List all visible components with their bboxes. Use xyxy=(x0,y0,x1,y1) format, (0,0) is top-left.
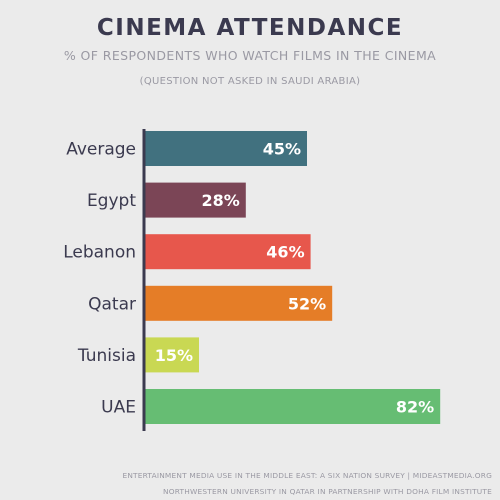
bar-uae xyxy=(145,389,441,424)
chart-title: CINEMA ATTENDANCE xyxy=(97,15,403,41)
footer-line-2: NORTHWESTERN UNIVERSITY IN QATAR IN PART… xyxy=(163,487,492,496)
chart-note: (QUESTION NOT ASKED IN SAUDI ARABIA) xyxy=(140,76,361,87)
category-label-egypt: Egypt xyxy=(87,191,136,211)
category-label-tunisia: Tunisia xyxy=(77,346,136,366)
data-label-lebanon: 46% xyxy=(266,243,304,262)
chart-subtitle: % OF RESPONDENTS WHO WATCH FILMS IN THE … xyxy=(64,48,436,63)
data-label-qatar: 52% xyxy=(288,294,326,313)
bar-qatar xyxy=(145,285,333,321)
data-label-egypt: 28% xyxy=(202,191,240,210)
data-label-uae: 82% xyxy=(396,398,434,417)
category-label-average: Average xyxy=(66,140,136,160)
bar-tunisia xyxy=(145,337,199,373)
data-label-tunisia: 15% xyxy=(155,346,193,365)
data-label-average: 45% xyxy=(263,140,301,159)
category-label-lebanon: Lebanon xyxy=(63,243,136,263)
bar-egypt xyxy=(145,182,246,218)
bars-group: Average 45% Egypt 28% Lebanon 46% Qatar 52% Tuni… xyxy=(63,131,441,424)
category-label-qatar: Qatar xyxy=(88,294,136,314)
category-label-uae: UAE xyxy=(101,398,136,418)
footer-line-1: ENTERTAINMENT MEDIA USE IN THE MIDDLE EA… xyxy=(122,471,492,480)
bar-lebanon xyxy=(145,234,311,270)
bar-average xyxy=(145,131,307,166)
